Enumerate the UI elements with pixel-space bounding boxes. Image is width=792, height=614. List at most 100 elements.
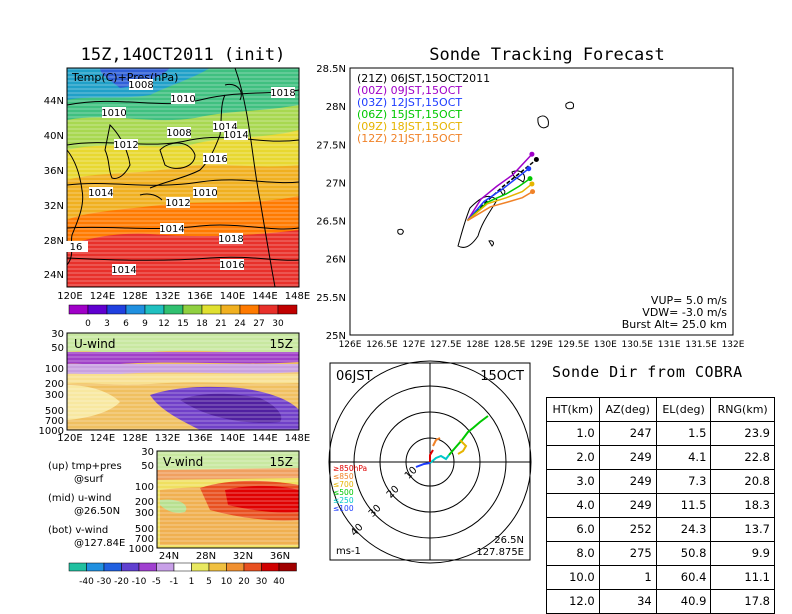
track-legend-item: (00Z) 09JST,15OCT: [357, 84, 462, 97]
wind-colorbar-tick: -30: [97, 577, 112, 587]
isobar-label: 1008: [128, 80, 153, 91]
tracking-coastlines: [397, 101, 574, 248]
track-lat-tick: 28N: [326, 102, 346, 113]
table-cell: 252: [598, 517, 657, 542]
polar-legend-item: ≤250: [333, 496, 354, 505]
track-legend: (21Z) 06JST,15OCT2011(00Z) 09JST,15OCT(0…: [357, 72, 490, 145]
wind-colorbar-swatch: [191, 562, 210, 572]
u-pressure-tick: 200: [45, 379, 64, 390]
u-pressure-tick: 300: [45, 390, 64, 401]
u-wind-label: U-wind: [74, 337, 115, 351]
track-end-point: [529, 181, 535, 187]
colorbar-swatch: [239, 304, 260, 315]
colorbar-swatch: [87, 304, 108, 315]
v-wind-section: [157, 451, 299, 548]
track-line: [466, 178, 531, 222]
polar-lon: 127.875E: [476, 547, 524, 558]
table-cell: 2.0: [546, 445, 600, 470]
colorbar-swatch: [277, 304, 298, 315]
u-lon-tick: 124E: [90, 433, 115, 444]
colorbar-tick: 30: [272, 319, 284, 329]
note-up-2: @surf: [74, 474, 104, 485]
u-pressure-tick: 30: [51, 329, 64, 340]
track-lines: [466, 151, 539, 222]
table-row: 4.0 249 11.5 18.3: [546, 493, 775, 518]
note-up-1: (up) tmp+pres: [48, 461, 122, 472]
col-ht: HT(km): [546, 397, 600, 422]
wind-colorbar-tick: 10: [221, 577, 233, 587]
table-cell: 24.3: [655, 517, 712, 542]
v-pressure-tick: 700: [135, 534, 154, 545]
table-cell: 50.8: [655, 541, 712, 566]
table-cell: 4.1: [655, 445, 712, 470]
map-lon-tick: 124E: [90, 291, 115, 302]
map-lat-ticks: 44N 40N 36N 32N 28N 24N: [44, 96, 64, 281]
u-wind-lon-ticks: 120E 124E 128E 132E 136E 140E 144E 148E: [57, 433, 310, 444]
isobar-label: 1012: [113, 140, 138, 151]
wind-colorbar-tick: -40: [79, 577, 94, 587]
table-cell: 249: [598, 445, 657, 470]
track-lon-tick: 128E: [466, 340, 489, 350]
polar-legend-item: ≤500: [333, 488, 354, 497]
v-pressure-tick: 1000: [129, 544, 154, 555]
v-pressure-tick: 30: [141, 447, 154, 458]
isobar-label: 1016: [202, 154, 227, 165]
wind-colorbar-swatch: [173, 562, 192, 572]
isobar-label: 1014: [212, 122, 237, 133]
map-lat-tick: 36N: [44, 166, 64, 177]
map-lon-tick: 132E: [155, 291, 180, 302]
track-lon-tick: 126.5E: [366, 340, 398, 350]
wind-colorbar-tick: -20: [114, 577, 129, 587]
colorbar-tick: 9: [142, 319, 148, 329]
track-end-point: [529, 151, 535, 157]
isobar-label: 1010: [192, 188, 217, 199]
isobar-label: 1010: [101, 108, 126, 119]
table-cell: 9.9: [710, 541, 775, 566]
table-cell: 18.3: [710, 493, 775, 518]
table-cell: 60.4: [655, 565, 712, 590]
v-lat-tick: 24N: [159, 551, 179, 562]
table-cell: 11.1: [710, 565, 775, 590]
table-cell: 247: [598, 421, 657, 446]
colorbar-swatch: [258, 304, 279, 315]
colorbar-swatch: [201, 304, 222, 315]
isobar-label: 1014: [223, 130, 248, 141]
u-lon-tick: 120E: [57, 433, 82, 444]
colorbar-tick: 21: [215, 319, 226, 329]
note-bot-2: @127.84E: [74, 538, 125, 549]
table-cell: 7.3: [655, 469, 712, 494]
polar-legend-item: ≤100: [333, 504, 354, 513]
map-lon-tick: 140E: [220, 291, 245, 302]
wind-colorbar-swatch: [226, 562, 245, 572]
wind-colorbar-swatch: [156, 562, 175, 572]
wind-colorbar: -40 -30 -20 -10 -5 -1 1 5 10 20 30 40: [68, 562, 297, 587]
polar-height-legend: ≥850hPa≤850≤700≤500≤250≤100: [333, 464, 367, 513]
polar-legend-item: ≤700: [333, 480, 354, 489]
panel-notes: (up) tmp+pres @surf (mid) u-wind @26.50N…: [48, 461, 125, 549]
table-cell: 13.7: [710, 517, 775, 542]
vup-label: VUP= 5.0 m/s: [651, 294, 727, 307]
wind-colorbar-tick: -10: [132, 577, 147, 587]
table-row: 2.0 249 4.1 22.8: [546, 445, 775, 470]
polar-lat: 26.5N: [494, 535, 524, 546]
table-cell: 20.8: [710, 469, 775, 494]
table-row: 10.0 1 60.4 11.1: [546, 565, 775, 590]
map-lat-tick: 44N: [44, 96, 64, 107]
burst-label: Burst Alt= 25.0 km: [622, 318, 727, 331]
v-pressure-tick: 100: [135, 482, 154, 493]
isobar-label: 1018: [270, 88, 295, 99]
u-lon-tick: 140E: [220, 433, 245, 444]
isobar-label: 1012: [165, 198, 190, 209]
u-lon-tick: 148E: [285, 433, 310, 444]
table-row: 1.0 247 1.5 23.9: [546, 421, 775, 446]
isobar-label: 1016: [219, 260, 244, 271]
v-lat-tick: 28N: [196, 551, 216, 562]
colorbar-tick: 24: [234, 319, 246, 329]
table-cell: 249: [598, 493, 657, 518]
tracking-title: Sonde Tracking Forecast: [429, 45, 664, 65]
wind-colorbar-tick: -5: [152, 577, 161, 587]
note-mid-2: @26.50N: [74, 506, 120, 517]
v-lat-tick: 36N: [270, 551, 290, 562]
